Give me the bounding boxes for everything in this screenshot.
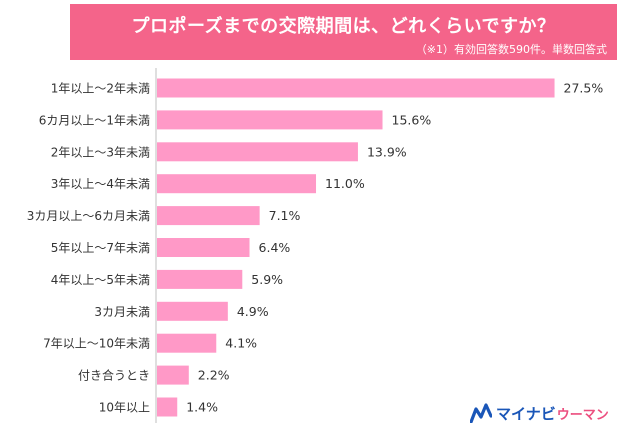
data-label: 6.4% (259, 240, 291, 255)
bar (157, 269, 243, 289)
category-label: 2年以上～3年未満 (51, 145, 150, 159)
chart-subtitle: （※1）有効回答数590件。単数回答式 (415, 43, 607, 56)
data-label: 2.2% (198, 368, 230, 383)
category-label: 7年以上～10年未満 (43, 337, 150, 351)
bar (157, 238, 250, 257)
bar (157, 110, 383, 130)
mynavi-m-icon (470, 403, 492, 423)
bar (157, 333, 217, 353)
category-label: 付き合うとき (78, 368, 150, 383)
category-label: 4年以上～5年未満 (51, 273, 150, 287)
chart-title: プロポーズまでの交際期間は、どれくらいですか？ (131, 16, 556, 37)
category-label: 6カ月以上～1年未満 (39, 113, 150, 127)
category-label: 3年以上～4年未満 (51, 177, 150, 191)
bar (157, 206, 260, 226)
bar (157, 301, 228, 321)
category-label: 1年以上～2年未満 (51, 82, 150, 96)
data-label: 5.9% (251, 272, 283, 287)
data-label: 4.9% (237, 304, 269, 319)
bar (157, 397, 178, 417)
data-label: 15.6% (392, 112, 432, 127)
data-label: 1.4% (186, 400, 218, 415)
category-label: 3カ月以上～6カ月未満 (27, 209, 150, 223)
category-label: 5年以上～7年未満 (51, 241, 150, 255)
bar (157, 365, 189, 385)
logo-sub-text: ウーマン (556, 407, 609, 423)
bar (157, 142, 358, 162)
category-label: 3カ月未満 (94, 305, 150, 319)
brand-logo: マイナビ ウーマン (470, 402, 609, 424)
data-label: 4.1% (225, 336, 257, 351)
data-label: 13.9% (367, 144, 407, 159)
logo-main-text: マイナビ (496, 404, 556, 423)
data-label: 11.0% (325, 176, 365, 191)
bar (157, 174, 317, 194)
title-banner: プロポーズまでの交際期間は、どれくらいですか？ （※1）有効回答数590件。単数… (70, 4, 617, 60)
data-label: 27.5% (564, 81, 604, 96)
data-label: 7.1% (269, 208, 301, 223)
category-label: 10年以上 (99, 401, 150, 415)
bar (157, 78, 555, 98)
